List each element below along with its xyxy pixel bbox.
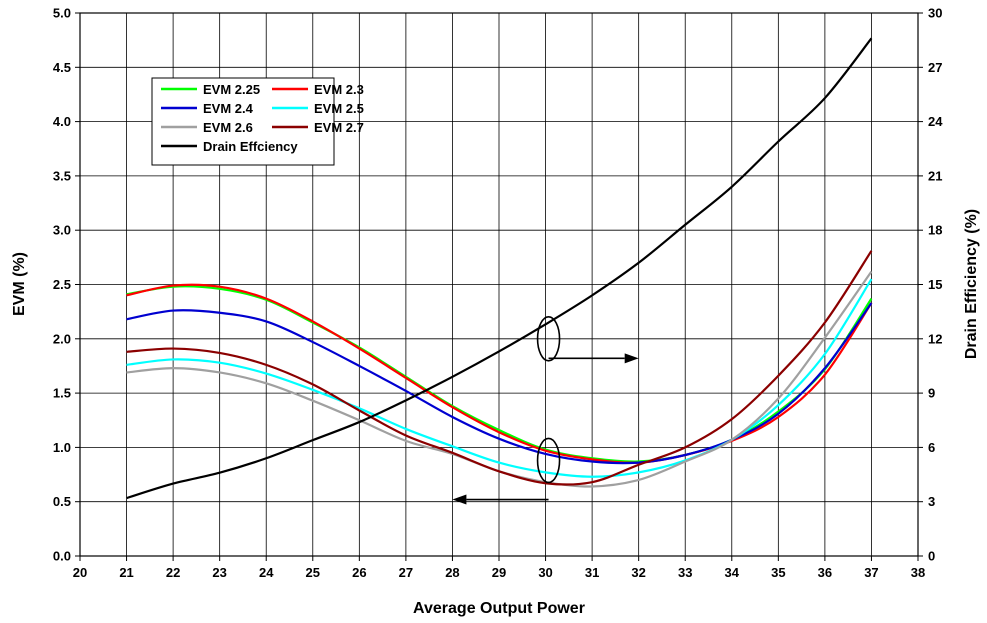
y-right-tick-label: 21: [928, 168, 942, 183]
legend: EVM 2.25 EVM 2.3 EVM 2.4 EVM 2.5 EVM 2.6 EVM …: [151, 77, 364, 166]
x-axis-title: Average Output Power: [413, 600, 585, 617]
y-left-tick-label: 5.0: [53, 6, 71, 21]
annotation-arrowhead-2: [452, 494, 467, 505]
legend-label-drain-effciency: Drain Effciency: [203, 139, 298, 154]
x-tick-labels: 20 21 22 23 24 25 26 27 28 29 30 31 32 33 34 35 36 37 38: [73, 565, 925, 580]
series-group: [126, 37, 873, 500]
legend-label-evm-2-4: EVM 2.4: [203, 101, 254, 116]
y-left-tick-label: 0.0: [53, 549, 71, 564]
x-tick-label: 32: [631, 565, 645, 580]
x-tick-label: 28: [445, 565, 459, 580]
x-tick-label: 33: [678, 565, 692, 580]
x-tick-label: 25: [306, 565, 320, 580]
y-right-tick-labels: 0 3 6 9 12 15 18 21 24 27 30: [928, 6, 943, 564]
y-right-tick-label: 0: [928, 549, 935, 564]
x-tick-label: 20: [73, 565, 87, 580]
y-left-tick-label: 3.5: [53, 168, 71, 183]
y-left-tick-label: 4.0: [53, 114, 71, 129]
annotation-ellipse-2: [536, 437, 561, 484]
x-tick-label: 21: [119, 565, 133, 580]
legend-label-evm-2-6: EVM 2.6: [203, 120, 253, 135]
legend-label-evm-2-5: EVM 2.5: [314, 101, 364, 116]
x-tick-label: 34: [725, 565, 740, 580]
x-tick-label: 22: [166, 565, 180, 580]
y-right-tick-label: 6: [928, 440, 935, 455]
y-left-tick-label: 3.0: [53, 223, 71, 238]
series-line-evm-2-7: [126, 250, 873, 486]
x-tick-label: 35: [771, 565, 785, 580]
y-left-tick-labels: 0.0 0.5 1.0 1.5 2.0 2.5 3.0 3.5 4.0 4.5 5.0: [53, 6, 71, 564]
x-tick-label: 29: [492, 565, 506, 580]
legend-box: [151, 77, 335, 166]
y-left-tick-label: 0.5: [53, 494, 71, 509]
y-left-tick-label: 2.0: [53, 331, 71, 346]
y-right-tick-label: 27: [928, 60, 942, 75]
legend-label-evm-2-25: EVM 2.25: [203, 82, 260, 97]
annotation-arrowhead-1: [624, 353, 639, 364]
legend-label-evm-2-7: EVM 2.7: [314, 120, 364, 135]
y-right-tick-label: 12: [928, 331, 942, 346]
y-left-axis-title: EVM (%): [11, 252, 28, 316]
y-left-tick-label: 1.5: [53, 386, 71, 401]
annotations: [452, 315, 639, 505]
y-left-tick-label: 1.0: [53, 440, 71, 455]
y-right-tick-label: 24: [928, 114, 943, 129]
x-tick-label: 23: [212, 565, 226, 580]
x-tick-label: 31: [585, 565, 599, 580]
series-line-evm-2-4: [126, 302, 873, 465]
x-tick-label: 36: [818, 565, 832, 580]
y-left-tick-label: 2.5: [53, 277, 71, 292]
x-tick-label: 26: [352, 565, 366, 580]
y-right-axis-title: Drain Efficiency (%): [963, 209, 980, 359]
y-right-tick-label: 18: [928, 223, 942, 238]
y-right-tick-label: 3: [928, 494, 935, 509]
y-right-tick-label: 30: [928, 6, 942, 21]
legend-label-evm-2-3: EVM 2.3: [314, 82, 364, 97]
series-line-drain-effciency: [126, 37, 873, 500]
series-line-evm-2-5: [126, 278, 873, 478]
y-right-tick-label: 9: [928, 386, 935, 401]
y-left-tick-label: 4.5: [53, 60, 71, 75]
x-tick-label: 24: [259, 565, 274, 580]
annotation-ellipse-1: [536, 315, 561, 362]
x-tick-label: 30: [538, 565, 552, 580]
x-tick-label: 27: [399, 565, 413, 580]
y-right-tick-label: 15: [928, 277, 942, 292]
x-tick-label: 38: [911, 565, 925, 580]
series-line-evm-2-3: [126, 283, 873, 464]
x-tick-label: 37: [864, 565, 878, 580]
